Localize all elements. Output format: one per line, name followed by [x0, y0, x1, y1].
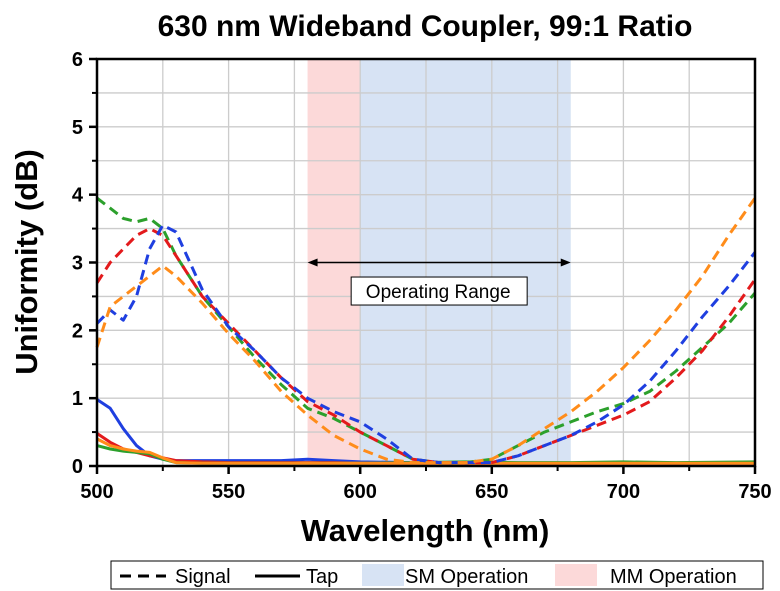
y-tick-label: 2: [72, 320, 83, 342]
y-tick-label: 1: [72, 388, 83, 410]
x-tick-label: 700: [607, 481, 640, 503]
range-label-box: [350, 276, 528, 306]
legend-box: [110, 560, 764, 590]
axes: [89, 57, 757, 474]
legend-swatch-sm-operation: [362, 564, 404, 586]
y-tick-label: 4: [72, 185, 84, 207]
tick-labels: 500 550 600 650 700 750 0 1 2 3 4 5 6: [72, 49, 772, 503]
legend-label-sm-operation: SM Operation: [405, 566, 528, 588]
range-arrow-head-left: [307, 258, 318, 267]
legend-label-tap: Tap: [306, 566, 338, 588]
chart-title: 630 nm Wideband Coupler, 99:1 Ratio: [158, 10, 693, 43]
legend-label-mm-operation: MM Operation: [610, 566, 737, 588]
range-arrow-head-right: [560, 258, 571, 267]
legend-swatch-mm-operation: [555, 564, 597, 586]
series-line-dashed: [96, 196, 757, 465]
series-line-dashed: [95, 223, 757, 465]
y-tick-label: 6: [72, 49, 83, 71]
y-axis-title: Uniformity (dB): [9, 149, 44, 375]
legend-label-signal: Signal: [175, 566, 231, 588]
series-line-solid: [96, 437, 755, 465]
range-label: Operating Range: [366, 282, 511, 303]
x-tick-label: 550: [212, 481, 245, 503]
x-tick-label: 750: [738, 481, 771, 503]
y-tick-label: 0: [72, 456, 83, 478]
series-line-dashed: [95, 197, 757, 465]
x-tick-label: 650: [475, 481, 508, 503]
operating-range-annotation: Operating Range: [307, 258, 571, 306]
y-tick-label: 3: [72, 253, 83, 275]
data-series: [95, 196, 757, 465]
x-tick-label: 500: [80, 481, 113, 503]
legend: Signal Tap SM Operation MM Operation: [110, 560, 764, 590]
y-tick-label: 5: [72, 117, 83, 139]
x-tick-label: 600: [344, 481, 377, 503]
x-axis-title: Wavelength (nm): [301, 513, 550, 548]
